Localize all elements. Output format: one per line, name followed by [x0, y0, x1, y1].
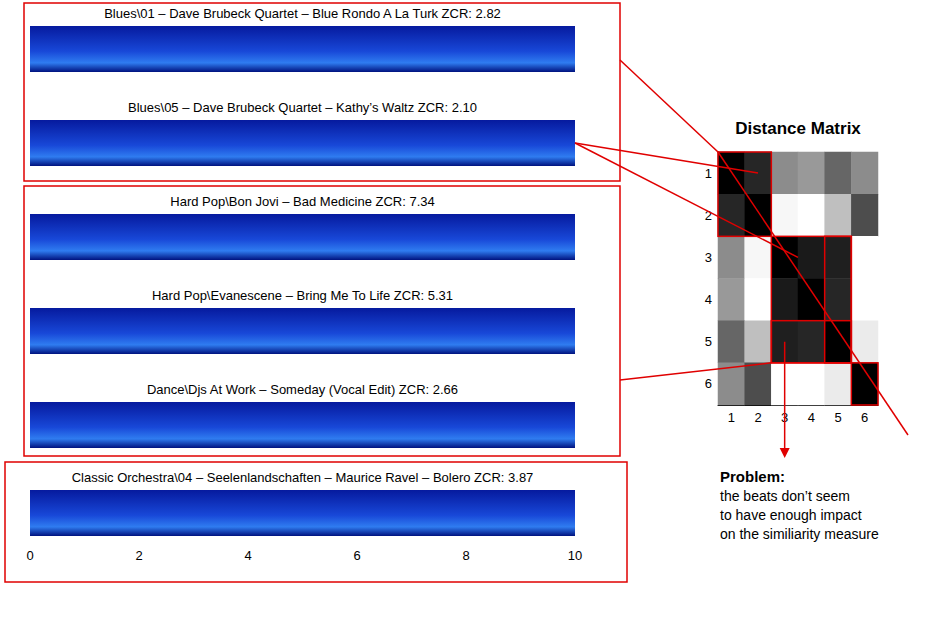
svg-text:3: 3 — [705, 250, 712, 265]
svg-text:Distance Matrix: Distance Matrix — [735, 119, 861, 138]
svg-text:10: 10 — [568, 548, 582, 563]
svg-text:Blues\01 – Dave Brubeck Quarte: Blues\01 – Dave Brubeck Quartet – Blue R… — [104, 6, 501, 21]
svg-text:1: 1 — [705, 166, 712, 181]
svg-text:8: 8 — [462, 548, 469, 563]
svg-text:Classic Orchestra\04 – Seelenl: Classic Orchestra\04 – Seelenlandschafte… — [72, 470, 534, 485]
svg-text:Dance\Djs At Work – Someday (V: Dance\Djs At Work – Someday (Vocal Edit)… — [147, 382, 458, 397]
svg-text:4: 4 — [808, 410, 815, 425]
svg-text:Blues\05 – Dave Brubeck Quarte: Blues\05 – Dave Brubeck Quartet – Kathy’… — [128, 100, 477, 115]
svg-text:on the similiarity measure: on the similiarity measure — [720, 526, 879, 542]
svg-text:1: 1 — [728, 410, 735, 425]
svg-text:the beats don’t seem: the beats don’t seem — [720, 488, 850, 504]
svg-text:6: 6 — [705, 376, 712, 391]
svg-text:2: 2 — [705, 208, 712, 223]
svg-text:3: 3 — [781, 410, 788, 425]
svg-text:5: 5 — [705, 334, 712, 349]
svg-text:2: 2 — [135, 548, 142, 563]
svg-text:0: 0 — [26, 548, 33, 563]
svg-text:4: 4 — [244, 548, 251, 563]
svg-text:4: 4 — [705, 292, 712, 307]
svg-text:Problem:: Problem: — [720, 468, 785, 485]
svg-text:Hard Pop\Bon Jovi – Bad Medici: Hard Pop\Bon Jovi – Bad Medicine ZCR: 7.… — [170, 194, 434, 209]
svg-text:to have enough impact: to have enough impact — [720, 507, 862, 523]
svg-text:Hard Pop\Evanescene – Bring Me: Hard Pop\Evanescene – Bring Me To Life Z… — [152, 288, 453, 303]
svg-text:2: 2 — [754, 410, 761, 425]
svg-text:6: 6 — [861, 410, 868, 425]
svg-text:5: 5 — [834, 410, 841, 425]
svg-text:6: 6 — [353, 548, 360, 563]
